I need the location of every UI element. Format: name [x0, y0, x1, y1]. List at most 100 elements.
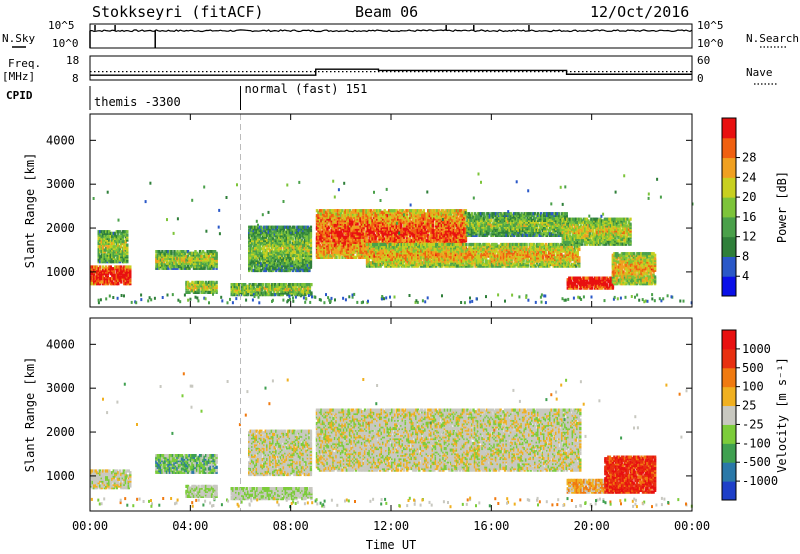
heatmap-cell	[431, 224, 434, 228]
heatmap-cell	[198, 261, 202, 265]
heatmap-cell	[269, 242, 272, 246]
heatmap-cell	[446, 212, 450, 216]
heatmap-cell	[287, 258, 290, 263]
heatmap-cell	[461, 214, 465, 218]
heatmap-cell	[400, 257, 403, 262]
heatmap-cell	[204, 287, 208, 291]
heatmap-cell	[255, 230, 258, 234]
heatmap-cell	[102, 268, 105, 272]
heatmap-cell	[463, 224, 466, 228]
heatmap-cell	[391, 239, 394, 243]
heatmap-cell	[285, 243, 288, 248]
heatmap-cell	[102, 272, 105, 276]
heatmap-cell	[118, 277, 121, 281]
heatmap-cell	[273, 250, 276, 254]
heatmap-cell	[123, 233, 126, 237]
heatmap-cell	[457, 239, 460, 243]
heatmap-cell	[382, 214, 385, 218]
heatmap-cell	[344, 254, 347, 258]
heatmap-cell	[284, 248, 287, 253]
heatmap-cell	[194, 256, 197, 260]
heatmap-cell	[294, 258, 298, 263]
heatmap-cell	[309, 233, 313, 238]
heatmap-cell	[378, 242, 381, 247]
heatmap-cell	[397, 227, 400, 231]
heatmap-cell	[407, 217, 410, 221]
heatmap-cell	[315, 237, 319, 241]
heatmap-cell	[318, 214, 322, 218]
heatmap-cell	[210, 250, 214, 254]
heatmap-cell	[317, 224, 320, 228]
heatmap-cell	[305, 237, 308, 241]
heatmap-cell	[245, 284, 248, 288]
heatmap-cell	[400, 252, 403, 257]
heatmap-cell	[287, 240, 290, 244]
heatmap-cell	[323, 247, 326, 251]
heatmap-cell	[215, 256, 218, 260]
heatmap-cell	[403, 244, 406, 248]
heatmap-cell	[249, 253, 252, 258]
heatmap-cell	[278, 228, 281, 233]
heatmap-cell	[252, 243, 255, 248]
heatmap-cell	[442, 234, 445, 238]
heatmap-cell	[460, 234, 463, 238]
heatmap-cell	[317, 254, 320, 258]
heatmap-cell	[359, 214, 362, 218]
heatmap-cell	[391, 257, 394, 262]
heatmap-cell	[156, 258, 160, 262]
heatmap-cell	[366, 214, 370, 218]
heatmap-cell	[442, 212, 445, 216]
heatmap-cell	[186, 256, 190, 260]
heatmap-cell	[93, 277, 96, 281]
heatmap-cell	[273, 262, 276, 266]
heatmap-cell	[281, 235, 284, 239]
heatmap-cell	[105, 265, 108, 269]
heatmap-cell	[394, 209, 397, 213]
heatmap-cell	[274, 288, 277, 292]
heatmap-cell	[368, 242, 372, 247]
heatmap-cell	[275, 250, 278, 254]
heatmap-cell	[278, 238, 281, 243]
heatmap-cell	[108, 253, 111, 257]
heatmap-cell	[299, 255, 302, 259]
heatmap-cell	[385, 237, 388, 241]
heatmap-cell	[264, 228, 267, 233]
heatmap-cell	[266, 291, 269, 295]
heatmap-cell	[305, 260, 308, 264]
heatmap-cell	[123, 277, 126, 281]
heatmap-cell	[368, 249, 372, 253]
heatmap-cell	[365, 227, 368, 231]
heatmap-cell	[419, 220, 422, 224]
heatmap-cell	[347, 230, 350, 234]
heatmap-cell	[347, 255, 350, 259]
heatmap-cell	[183, 260, 187, 264]
heatmap-cell	[291, 260, 295, 264]
heatmap-cell	[463, 209, 466, 213]
heatmap-cell	[380, 227, 383, 231]
heatmap-cell	[254, 248, 257, 253]
heatmap-cell	[271, 293, 274, 297]
heatmap-cell	[164, 258, 167, 262]
heatmap-cell	[173, 250, 176, 254]
heatmap-cell	[320, 239, 323, 243]
heatmap-cell	[463, 214, 466, 218]
heatmap-cell	[269, 225, 272, 229]
heatmap-cell	[320, 255, 323, 259]
heatmap-cell	[393, 252, 396, 257]
heatmap-cell	[309, 258, 313, 263]
heatmap-cell	[100, 236, 103, 240]
heatmap-cell	[105, 233, 108, 237]
heatmap-cell	[452, 227, 456, 231]
heatmap-cell	[371, 210, 374, 214]
heatmap-cell	[385, 262, 388, 267]
heatmap-cell	[387, 246, 390, 250]
heatmap-cell	[272, 245, 275, 249]
heatmap-cell	[277, 284, 280, 288]
heatmap-cell	[167, 253, 170, 257]
heatmap-cell	[354, 255, 358, 259]
heatmap-cell	[396, 252, 399, 257]
heatmap-cell	[275, 265, 278, 269]
heatmap-cell	[264, 240, 267, 244]
heatmap-cell	[305, 228, 308, 233]
heatmap-cell	[389, 239, 392, 243]
